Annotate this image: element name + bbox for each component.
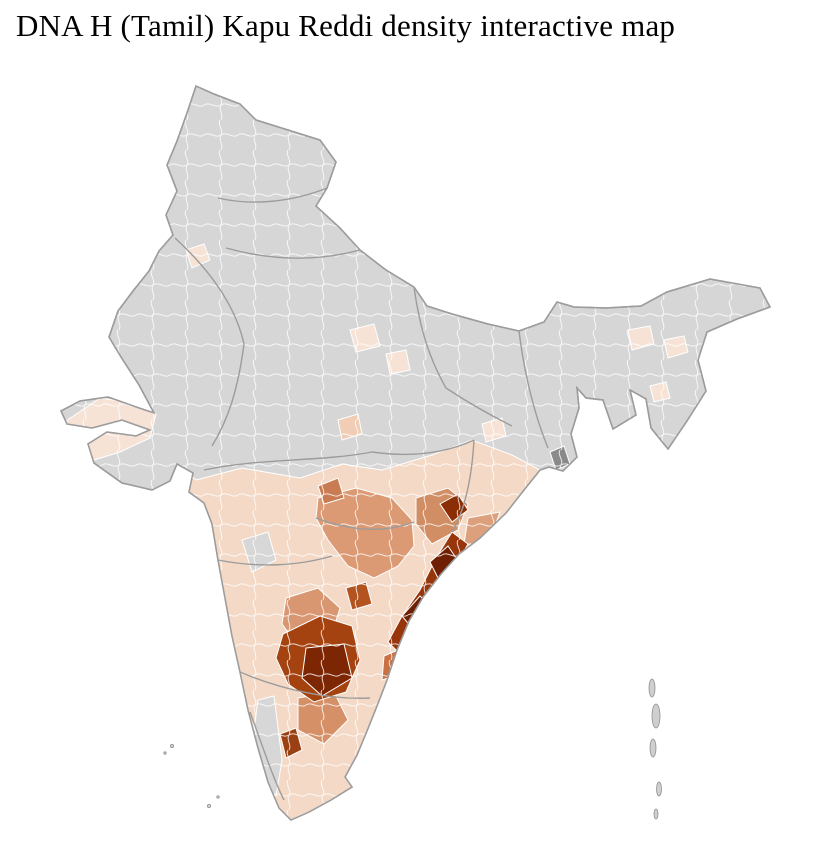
island-districts[interactable] xyxy=(163,678,662,820)
island-lakshadweep-4[interactable] xyxy=(216,795,220,799)
page-title: DNA H (Tamil) Kapu Reddi density interac… xyxy=(16,8,676,43)
island-lakshadweep-2[interactable] xyxy=(163,751,167,755)
india-outer-border xyxy=(60,84,772,821)
island-lakshadweep-3[interactable] xyxy=(206,804,211,809)
island-nicobar-2[interactable] xyxy=(653,808,659,820)
district-borders-mesh xyxy=(61,86,770,820)
island-andaman-1[interactable] xyxy=(648,678,656,698)
state-borders xyxy=(174,187,549,801)
island-andaman-3[interactable] xyxy=(649,738,657,758)
island-lakshadweep-1[interactable] xyxy=(169,744,174,749)
island-nicobar-1[interactable] xyxy=(656,781,662,797)
island-andaman-2[interactable] xyxy=(651,703,661,729)
